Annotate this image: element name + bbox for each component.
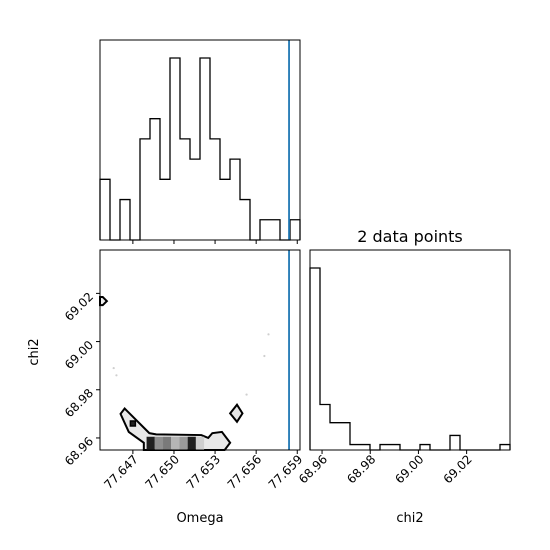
chi2-x-tick-label: 68.96: [296, 452, 330, 486]
chi2-histogram-panel: 68.96 68.98 69.00 69.02: [296, 249, 511, 486]
chi2-histogram-title: 2 data points: [357, 227, 463, 246]
omega-histogram-steps: [99, 57, 301, 241]
density-cell: [195, 436, 205, 450]
y-tick-label: 68.96: [62, 434, 96, 468]
density-cell: [154, 436, 164, 450]
chi2-histogram-frame: [309, 249, 511, 451]
chi2-x-tick-label: 69.02: [441, 452, 475, 486]
x-tick-label: 77.656: [225, 452, 265, 492]
density-cell: [187, 436, 196, 450]
x-tick-label: 77.647: [101, 452, 141, 492]
scatter-point: [263, 354, 266, 358]
contour-frame: [99, 249, 301, 451]
contour-blob-upper-left: [99, 295, 109, 307]
density-cell: [171, 436, 180, 450]
density-cell: [179, 436, 188, 450]
chi2-histogram-steps: [309, 267, 511, 451]
chi2-x-tick-label: 69.00: [392, 452, 426, 486]
y-tick-label: 68.98: [62, 386, 96, 420]
y-axis-label-chi2: chi2: [27, 338, 42, 365]
x-axis-label-chi2: chi2: [396, 511, 423, 526]
contour-core-marker: [129, 420, 137, 427]
scatter-point: [245, 393, 248, 396]
y-tick-label: 69.00: [62, 338, 96, 372]
chi2-x-tick-label: 68.98: [344, 452, 378, 486]
omega-histogram-panel: [99, 39, 301, 244]
x-axis-label-omega: Omega: [176, 511, 223, 526]
omega-chi2-contour-panel: 77.647 77.650 77.653 77.656 77.65968.9668.98…: [62, 249, 305, 492]
density-cell: [146, 436, 155, 450]
scatter-point: [112, 366, 115, 370]
x-tick-label: 77.653: [184, 452, 224, 492]
scatter-point: [115, 374, 118, 377]
scatter-point: [267, 333, 270, 336]
contour-blob-right: [228, 402, 244, 424]
density-cell: [163, 436, 172, 450]
y-tick-label: 69.02: [62, 290, 96, 324]
omega-histogram-frame: [99, 39, 301, 241]
x-tick-label: 77.650: [142, 452, 182, 492]
